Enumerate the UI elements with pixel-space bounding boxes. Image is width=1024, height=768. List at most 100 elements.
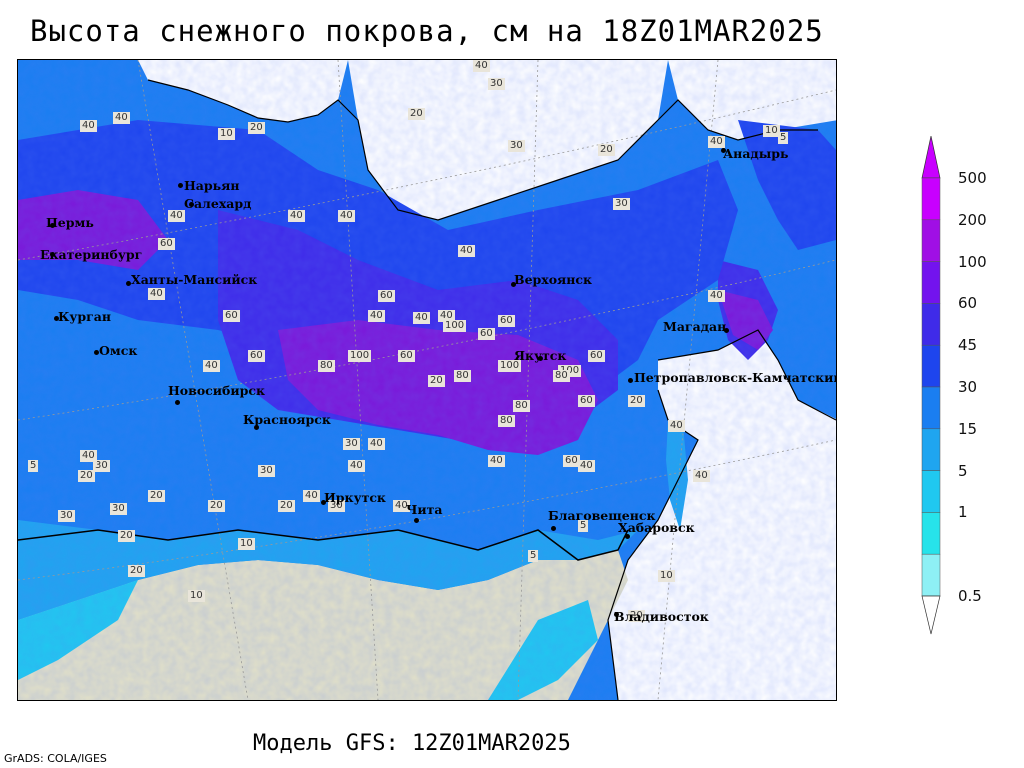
city-dot (94, 350, 99, 355)
city-khanty-mansiysk: Ханты-Мансийск (131, 272, 258, 287)
contour-label: 60 (498, 315, 515, 327)
contour-label: 40 (80, 120, 97, 132)
contour-label: 40 (473, 60, 490, 72)
contour-label: 20 (128, 565, 145, 577)
model-caption: Модель GFS: 12Z01MAR2025 (253, 731, 571, 756)
contour-label: 10 (658, 570, 675, 582)
contour-label: 30 (58, 510, 75, 522)
city-dot (50, 252, 55, 257)
contour-label: 100 (348, 350, 372, 362)
contour-label: 60 (158, 238, 175, 250)
colorbar-label: 500 (958, 169, 987, 187)
contour-label: 30 (110, 503, 127, 515)
colorbar-label: 60 (958, 294, 978, 313)
city-omsk: Омск (99, 343, 138, 358)
contour-label: 40 (288, 210, 305, 222)
contour-label: 100 (498, 360, 522, 372)
city-naryan-mar: Нарьян (184, 178, 240, 193)
city-magadan: Магадан (663, 319, 727, 334)
city-blagoveshchensk: Благовещенск (548, 508, 656, 523)
colorbar-segment (921, 344, 941, 388)
graticule (18, 60, 836, 700)
map-title: Высота снежного покрова, см на 18Z01MAR2… (30, 14, 824, 48)
contour-label: 40 (438, 310, 455, 322)
contour-label: 20 (78, 470, 95, 482)
contour-label: 40 (148, 288, 165, 300)
city-dot (178, 183, 183, 188)
contour-label: 20 (208, 500, 225, 512)
contour-label: 60 (398, 350, 415, 362)
city-vladivostok: Владивосток (614, 609, 709, 624)
contour-label: 60 (248, 350, 265, 362)
city-yekaterinburg: Екатеринбург (40, 247, 143, 262)
colorbar-segment (921, 177, 941, 221)
colorbar-label: 0.5 (958, 587, 982, 605)
colorbar-segment (921, 512, 941, 555)
contour-label: 20 (428, 375, 445, 387)
city-dot (126, 281, 131, 286)
contour-label: 40 (80, 450, 97, 462)
contour-label: 40 (348, 460, 365, 472)
city-kurgan: Курган (58, 309, 112, 324)
contour-label: 30 (613, 198, 630, 210)
colorbar (921, 136, 941, 635)
contour-label: 40 (203, 360, 220, 372)
city-dot (724, 328, 729, 333)
colorbar-label: 5 (958, 461, 968, 480)
colorbar-segment (921, 428, 941, 471)
contour-label: 5 (778, 132, 789, 144)
contour-label: 80 (454, 370, 471, 382)
contour-label: 20 (598, 144, 615, 156)
city-salekhard: Салехард (184, 196, 252, 211)
contour-label: 20 (248, 122, 265, 134)
colorbar-segment (921, 553, 941, 597)
contour-label: 30 (258, 465, 275, 477)
contour-label: 60 (378, 290, 395, 302)
contour-label: 60 (588, 350, 605, 362)
contour-label: 20 (408, 108, 425, 120)
colorbar-segment (921, 219, 941, 262)
contour-label: 40 (578, 460, 595, 472)
city-chita: Чита (406, 502, 443, 517)
contour-label: 20 (628, 610, 645, 622)
colorbar-top-arrow (921, 136, 941, 179)
contour-label: 20 (118, 530, 135, 542)
colorbar-label: 200 (958, 210, 987, 229)
contour-label: 40 (168, 210, 185, 222)
contour-label: 40 (708, 136, 725, 148)
city-krasnoyarsk: Красноярск (243, 412, 331, 427)
contour-label: 40 (693, 470, 710, 482)
contour-label: 60 (578, 395, 595, 407)
city-dot (414, 518, 419, 523)
contour-label: 80 (318, 360, 335, 372)
contour-label: 30 (343, 438, 360, 450)
state-border (18, 529, 629, 561)
contour-label: 60 (478, 328, 495, 340)
pacific-coast (657, 329, 836, 421)
colorbar-segment (921, 470, 941, 513)
texture (18, 60, 836, 700)
colorbar-segment (921, 386, 941, 430)
contour-label: 30 (508, 140, 525, 152)
city-perm: Пермь (46, 215, 94, 230)
city-yakutsk: Якутск (514, 348, 567, 363)
colorbar-label: 1 (958, 503, 968, 522)
contour-label: 10 (238, 538, 255, 550)
snow-depth-map: 40 30 20 30 20 20 40 40 10 5 40 30 40 40 40 40 60 60 40 40 6… (17, 59, 837, 701)
colorbar-segment (921, 303, 941, 346)
contour-label: 5 (578, 520, 589, 532)
city-dot (189, 202, 194, 207)
city-dot (614, 612, 619, 617)
contour-label: 40 (113, 112, 130, 124)
colorbar-label: 45 (958, 336, 978, 355)
city-verkhoyansk: Верхоянск (514, 272, 593, 287)
contour-label: 30 (93, 460, 110, 472)
contour-label: 40 (393, 500, 410, 512)
city-anadyr: Анадырь (723, 146, 789, 161)
city-irkutsk: Иркутск (324, 490, 386, 505)
contour-label: 30 (488, 78, 505, 90)
colorbar-label: 15 (958, 419, 978, 438)
city-petropavlovsk: Петропавловск-Камчатский (634, 370, 837, 385)
city-dot (175, 400, 180, 405)
contour-label: 100 (443, 320, 467, 332)
